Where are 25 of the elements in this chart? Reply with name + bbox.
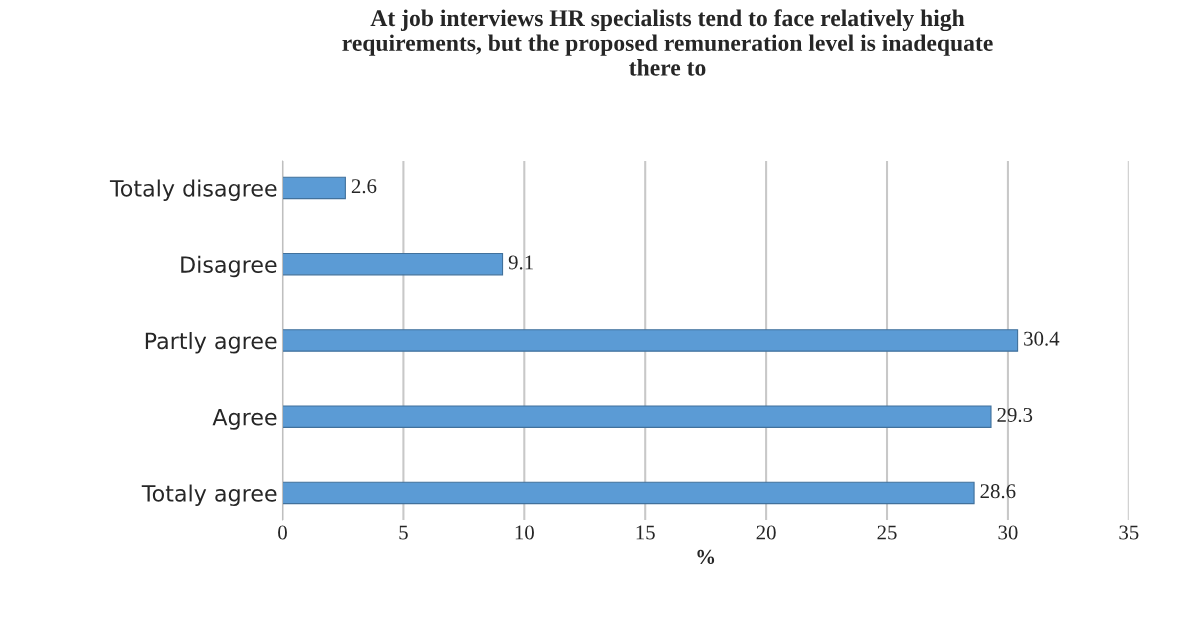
data-label: 2.6 (351, 179, 377, 194)
data-label: 30.4 (1024, 331, 1060, 346)
x-tick-label: 10 (515, 525, 534, 540)
bar (282, 481, 975, 505)
x-tick-label: 15 (636, 525, 655, 540)
x-tick-label: 20 (756, 525, 776, 540)
x-tick-label: 5 (399, 525, 408, 540)
bar (282, 176, 346, 200)
y-tick-label: Partly agree (145, 332, 277, 354)
data-label: 9.1 (508, 255, 533, 270)
y-tick-label: Totaly agree (141, 484, 277, 507)
x-tick-label: 25 (877, 525, 897, 540)
chart-title: At job interviews HR specialists tend to face relatively high requirements, but the proposed remuneration level is inadequate there to (342, 9, 993, 76)
x-tick-label: 35 (1119, 525, 1139, 540)
data-label: 28.6 (980, 484, 1016, 499)
y-tick-label: Disagree (181, 255, 277, 278)
data-label: 29.3 (997, 407, 1033, 423)
bar (282, 329, 1019, 352)
y-tick-label: Totaly disagree (109, 179, 277, 201)
bar (282, 405, 992, 428)
x-tick-label: 0 (278, 525, 287, 540)
x-tick-label: 30 (998, 525, 1018, 540)
bar (282, 252, 504, 276)
x-axis-title: % (697, 549, 715, 564)
y-tick-label: Agree (212, 408, 277, 430)
